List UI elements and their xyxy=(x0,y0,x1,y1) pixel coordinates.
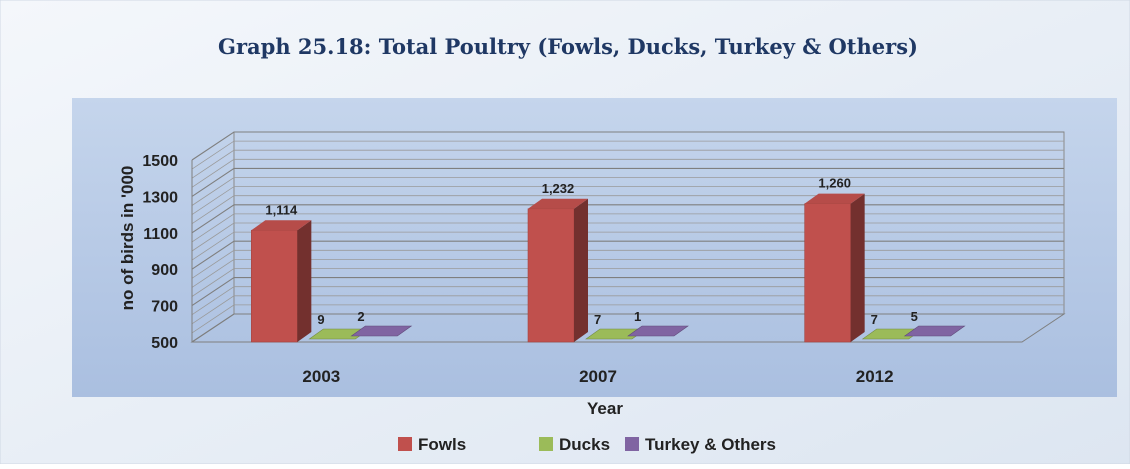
data-label: 5 xyxy=(911,309,918,324)
data-label: 9 xyxy=(317,312,324,327)
gridline xyxy=(191,249,1064,279)
y-tick-label: 700 xyxy=(151,299,178,316)
bar-turkey-others-2012 xyxy=(903,325,966,337)
legend-item-fowls: Fowls xyxy=(398,435,466,454)
gridline xyxy=(191,167,1064,197)
floor xyxy=(190,313,1066,343)
bar-fowls-2003 xyxy=(251,220,312,343)
data-label: 7 xyxy=(871,312,878,327)
bar-turkey-others-2003 xyxy=(350,325,413,337)
bar-turkey-others-2007 xyxy=(627,325,689,337)
labels-layer: 500 700 900 1100 1300 1500 2003 1,114 9 2 2007 1,23… xyxy=(142,153,917,386)
legend-item-turkey-others: Turkey & Others xyxy=(625,435,776,454)
x-axis-label: Year xyxy=(587,399,623,418)
legend-label: Fowls xyxy=(418,435,466,454)
gridline xyxy=(191,158,1064,188)
legend-label: Ducks xyxy=(559,435,610,454)
gridline xyxy=(191,277,1064,307)
plot-area xyxy=(72,98,1117,397)
gridline xyxy=(191,177,1064,206)
x-tick-label: 2003 xyxy=(302,367,340,386)
gridline xyxy=(191,213,1064,243)
legend-swatch xyxy=(539,437,553,451)
bar-fowls-2007 xyxy=(527,198,588,343)
data-label: 1,232 xyxy=(542,181,575,196)
y-tick-label: 1300 xyxy=(142,189,178,206)
x-tick-label: 2012 xyxy=(856,367,894,386)
data-label: 2 xyxy=(357,309,364,324)
y-tick-label: 1500 xyxy=(142,153,178,170)
legend-label: Turkey & Others xyxy=(645,435,776,454)
data-label: 1,114 xyxy=(265,202,298,217)
bars-layer xyxy=(251,193,966,343)
legend-swatch xyxy=(398,437,412,451)
gridline xyxy=(191,140,1064,170)
gridline xyxy=(191,149,1064,179)
data-label: 7 xyxy=(594,312,601,327)
gridline xyxy=(191,131,1064,161)
legend-swatch xyxy=(625,437,639,451)
y-tick-label: 900 xyxy=(151,262,178,279)
y-tick-label: 1100 xyxy=(143,226,178,243)
y-axis-label: no of birds in '000 xyxy=(118,166,137,311)
gridline xyxy=(191,286,1064,316)
legend: Fowls Ducks Turkey & Others xyxy=(398,435,776,454)
gridline xyxy=(191,204,1064,234)
grid-layer xyxy=(190,131,1066,343)
chart-title: Graph 25.18: Total Poultry (Fowls, Ducks… xyxy=(218,34,918,59)
gridline xyxy=(191,186,1064,215)
data-label: 1 xyxy=(634,309,641,324)
legend-item-ducks: Ducks xyxy=(539,435,610,454)
gridline xyxy=(191,304,1064,334)
bar-fowls-2012 xyxy=(804,193,865,343)
gridline xyxy=(191,231,1064,261)
gridline xyxy=(191,295,1064,325)
x-tick-label: 2007 xyxy=(579,367,617,386)
gridline xyxy=(191,258,1064,288)
gridline xyxy=(191,195,1064,225)
data-label: 1,260 xyxy=(818,176,851,191)
gridline xyxy=(191,240,1064,270)
gridline xyxy=(191,222,1064,252)
gridline xyxy=(191,268,1064,297)
y-tick-label: 500 xyxy=(151,335,178,352)
